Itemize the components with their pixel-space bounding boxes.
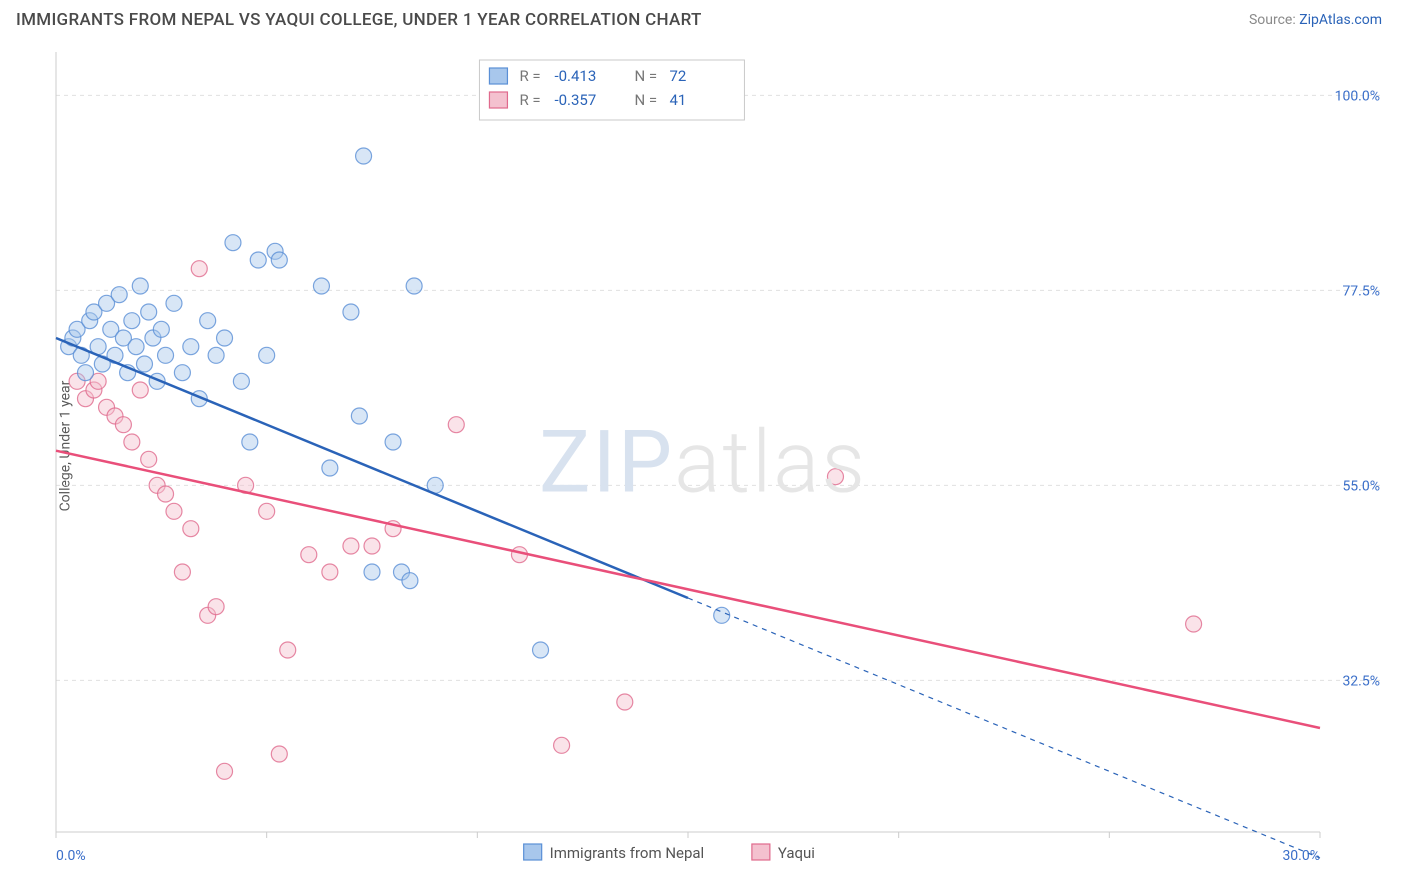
scatter-chart: 32.5%55.0%77.5%100.0%0.0%30.0%R = -0.413… xyxy=(16,42,1390,882)
svg-text:55.0%: 55.0% xyxy=(1342,478,1380,494)
svg-text:Yaqui: Yaqui xyxy=(778,844,815,862)
svg-text:N =: N = xyxy=(634,67,657,85)
chart-title: IMMIGRANTS FROM NEPAL VS YAQUI COLLEGE, … xyxy=(16,10,702,30)
svg-text:32.5%: 32.5% xyxy=(1342,673,1380,689)
svg-text:-0.413: -0.413 xyxy=(554,67,596,85)
chart-area: ZIPatlas 32.5%55.0%77.5%100.0%0.0%30.0%R… xyxy=(16,42,1390,882)
source-link[interactable]: ZipAtlas.com xyxy=(1299,12,1382,28)
svg-text:77.5%: 77.5% xyxy=(1342,283,1380,299)
source-prefix: Source: xyxy=(1249,12,1299,28)
svg-text:-0.357: -0.357 xyxy=(554,91,596,109)
source-attribution: Source: ZipAtlas.com xyxy=(1249,12,1382,28)
svg-text:Immigrants from Nepal: Immigrants from Nepal xyxy=(550,844,705,862)
svg-text:41: 41 xyxy=(669,91,686,109)
svg-text:72: 72 xyxy=(669,67,686,85)
svg-text:R =: R = xyxy=(519,91,540,109)
svg-text:100.0%: 100.0% xyxy=(1335,88,1380,104)
svg-text:0.0%: 0.0% xyxy=(56,848,86,864)
svg-text:R =: R = xyxy=(519,67,540,85)
svg-text:N =: N = xyxy=(634,91,657,109)
